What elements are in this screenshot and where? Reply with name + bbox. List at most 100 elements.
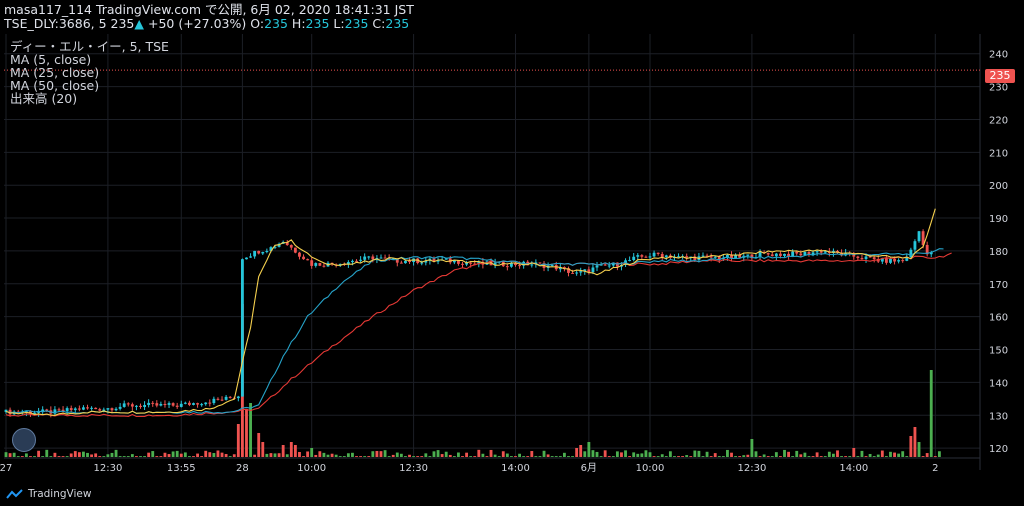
candle-body bbox=[734, 255, 738, 259]
volume-bar bbox=[632, 452, 636, 457]
volume-bar bbox=[118, 456, 122, 457]
volume-bar bbox=[807, 456, 811, 457]
volume-bar bbox=[909, 436, 913, 457]
volume-bar bbox=[473, 456, 477, 457]
volume-bar bbox=[318, 451, 322, 457]
candle-body bbox=[277, 243, 281, 247]
candle-body bbox=[823, 251, 827, 253]
time-tick-label: 12:30 bbox=[93, 463, 122, 474]
volume-bar bbox=[371, 451, 375, 457]
candle-body bbox=[240, 259, 244, 397]
candle-body bbox=[685, 256, 689, 258]
candle-body bbox=[713, 256, 717, 258]
legend-symbol[interactable]: ディー・エル・イー, 5, TSE bbox=[10, 39, 169, 54]
volume-bar bbox=[448, 454, 452, 457]
candle-body bbox=[302, 256, 305, 260]
candle-body bbox=[815, 251, 819, 253]
candle-body bbox=[179, 403, 183, 407]
candle-body bbox=[24, 411, 28, 413]
volume-bar bbox=[155, 456, 159, 457]
volume-bar bbox=[232, 454, 236, 457]
volume-bar bbox=[399, 453, 403, 457]
candle-body bbox=[632, 256, 636, 261]
volume-bar bbox=[656, 456, 660, 457]
volume-bar bbox=[322, 452, 326, 457]
legend-ma5[interactable]: MA (5, close) bbox=[10, 52, 92, 67]
candle-body bbox=[505, 266, 509, 268]
volume-bar bbox=[831, 453, 835, 457]
volume-bar bbox=[432, 451, 436, 457]
volume-bar bbox=[45, 449, 49, 457]
candle-body bbox=[558, 267, 562, 270]
candle-body bbox=[155, 403, 159, 406]
volume-bar bbox=[41, 456, 45, 457]
candle-body bbox=[16, 411, 20, 413]
candle-body bbox=[644, 256, 648, 258]
volume-bar bbox=[889, 451, 892, 457]
candle-body bbox=[102, 409, 106, 411]
volume-bar bbox=[766, 456, 770, 457]
candle-body bbox=[98, 409, 102, 411]
volume-bar bbox=[538, 456, 542, 457]
volume-bar bbox=[921, 456, 925, 457]
volume-bar bbox=[90, 454, 94, 457]
volume-bar bbox=[37, 450, 41, 457]
time-tick-label: 28 bbox=[236, 463, 249, 474]
volume-bar bbox=[395, 452, 399, 457]
volume-bar bbox=[220, 452, 224, 457]
candle-body bbox=[404, 260, 407, 264]
volume-bar bbox=[591, 450, 595, 457]
candle-body bbox=[457, 260, 460, 264]
last-price: 235 bbox=[110, 16, 135, 31]
candle-body bbox=[884, 258, 888, 263]
volume-bar bbox=[440, 454, 444, 457]
candle-body bbox=[783, 253, 786, 256]
volume-bar bbox=[135, 456, 138, 457]
candle-body bbox=[73, 408, 77, 411]
volume-bar bbox=[151, 451, 155, 457]
candle-body bbox=[803, 252, 807, 256]
candle-body bbox=[106, 408, 110, 410]
ma50-line bbox=[5, 252, 952, 418]
candle-body bbox=[636, 255, 640, 257]
legend-volume[interactable]: 出来高 (20) bbox=[10, 91, 78, 106]
volume-bar bbox=[346, 453, 350, 457]
volume-bar bbox=[562, 452, 566, 457]
volume-bar bbox=[334, 454, 338, 457]
volume-bar bbox=[558, 456, 562, 457]
volume-bar bbox=[615, 451, 619, 457]
candle-body bbox=[774, 253, 778, 257]
candle-body bbox=[860, 258, 864, 260]
legend-ma25[interactable]: MA (25, close) bbox=[10, 65, 100, 80]
volume-bar bbox=[163, 452, 167, 457]
candle-body bbox=[4, 409, 8, 412]
volume-bar bbox=[208, 452, 212, 457]
close-value: 235 bbox=[385, 16, 410, 31]
candle-body bbox=[721, 258, 725, 260]
candle-body bbox=[163, 404, 167, 406]
volume-bar bbox=[709, 456, 713, 457]
candle-body bbox=[750, 254, 754, 259]
volume-bar bbox=[379, 451, 383, 457]
volume-bar bbox=[481, 453, 485, 457]
candle-body bbox=[37, 411, 41, 413]
volume-bar bbox=[249, 403, 252, 457]
candle-body bbox=[346, 262, 350, 265]
candle-body bbox=[355, 260, 358, 262]
time-tick-label: 13:55 bbox=[167, 463, 196, 474]
candle-body bbox=[611, 262, 615, 266]
candle-body bbox=[469, 262, 473, 264]
footer-brand-text: TradingView bbox=[28, 488, 92, 500]
candle-body bbox=[509, 262, 513, 267]
volume-bar bbox=[363, 456, 367, 457]
candle-body bbox=[41, 409, 45, 412]
volume-bar bbox=[677, 456, 680, 457]
volume-bar bbox=[852, 448, 856, 457]
volume-bar bbox=[901, 451, 905, 457]
open-label: O: bbox=[250, 16, 265, 31]
volume-bar bbox=[126, 456, 130, 457]
candle-body bbox=[795, 251, 799, 254]
legend-ma50[interactable]: MA (50, close) bbox=[10, 78, 100, 93]
volume-bar bbox=[546, 454, 550, 457]
